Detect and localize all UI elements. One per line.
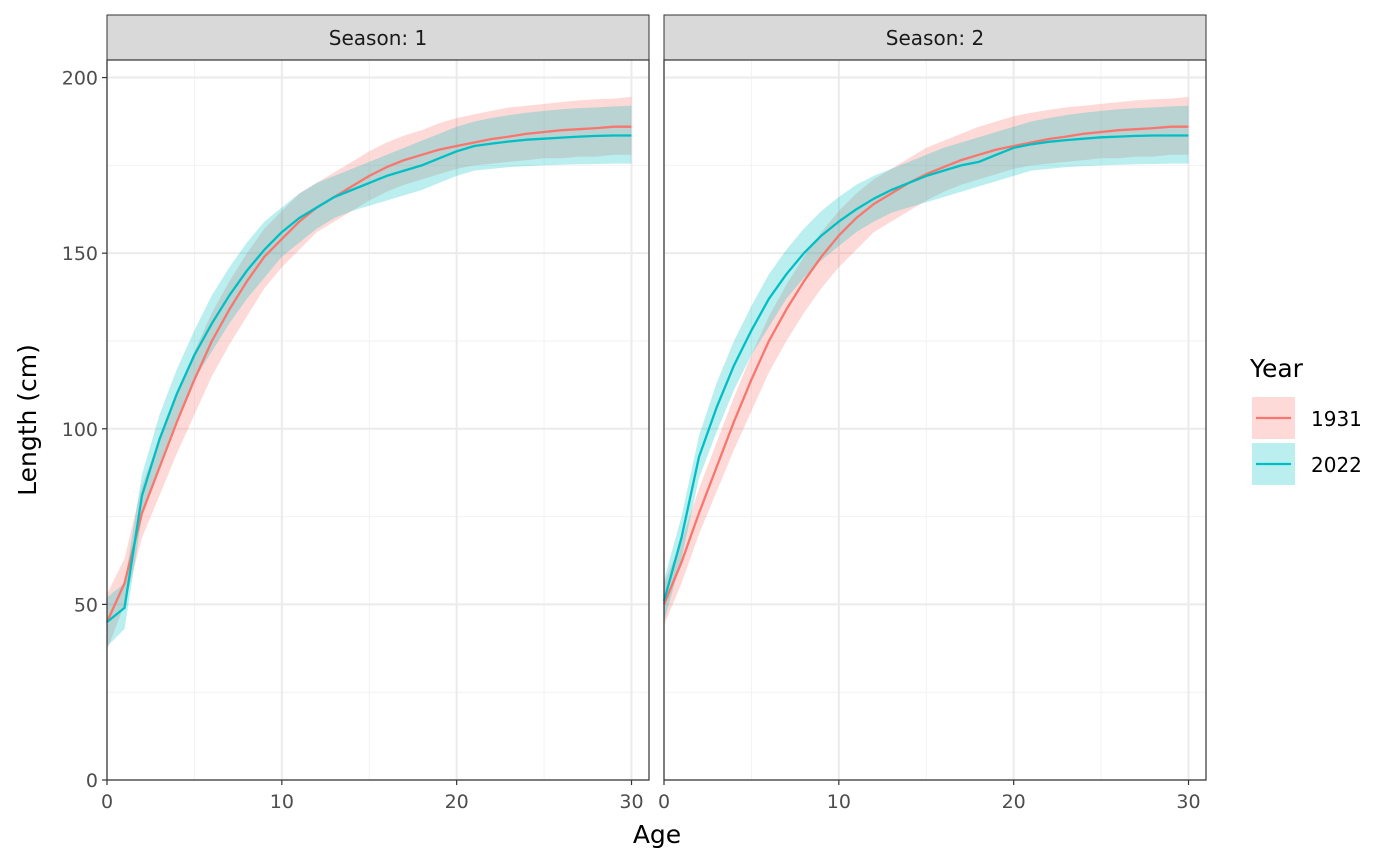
legend-title: Year [1249,354,1304,383]
y-tick-label: 0 [86,770,98,792]
ribbon-1931 [107,96,632,650]
legend: Year 1931 2022 [1249,354,1362,485]
y-tick-label: 50 [74,594,98,616]
x-tick-label: 0 [658,791,670,813]
x-tick-label: 0 [101,791,113,813]
series-line-2022 [662,134,1189,602]
ribbon-2022 [107,105,632,647]
y-tick-label: 200 [62,68,98,90]
panel-season-2: Season: 2 0 10 20 30 [658,14,1207,813]
legend-label-2022: 2022 [1311,453,1362,477]
series-line-1931 [105,125,632,623]
strip-label: Season: 2 [886,26,984,50]
ribbon-1931 [664,96,1189,626]
panel-border [663,59,1207,781]
y-tick-label: 150 [62,243,98,265]
ribbon-2022 [664,105,1189,622]
strip-label: Season: 1 [329,26,427,50]
panel-season-1: Season: 1 0 10 20 30 0 50 100 150 200 [62,14,650,813]
strip-background [106,14,650,61]
series-line-2022 [106,134,632,623]
legend-label-1931: 1931 [1311,407,1362,431]
x-axis-title: Age [633,820,681,849]
x-tick-label: 20 [1002,791,1026,813]
strip-background [663,14,1207,61]
y-axis-title: Length (cm) [13,344,42,496]
y-tick-label: 100 [62,419,98,441]
x-tick-label: 30 [1176,791,1200,813]
x-tick-label: 30 [619,791,643,813]
series-line-1931 [662,125,1189,605]
panel-border [106,59,650,781]
x-tick-label: 20 [445,791,469,813]
x-tick-label: 10 [270,791,294,813]
panels-layer: Season: 1 0 10 20 30 0 50 100 150 200 Season: 2 0 10… [62,14,1207,813]
x-tick-label: 10 [827,791,851,813]
